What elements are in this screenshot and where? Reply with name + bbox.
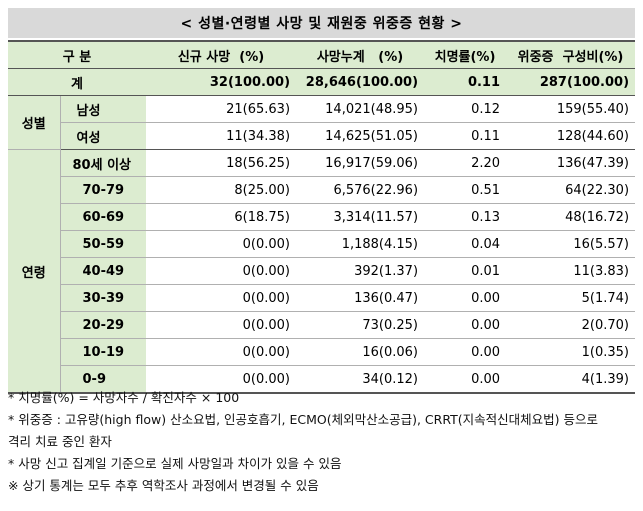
table-cell: 0.51 — [424, 176, 507, 204]
footnote: * 치명률(%) = 사망자수 / 확진자수 × 100 — [8, 390, 240, 405]
row-label: 80세 이상 — [60, 149, 147, 177]
table-cell: 73(0.25) — [296, 311, 425, 339]
table-cell: 136(0.47) — [296, 284, 425, 312]
table-title: < 성별·연령별 사망 및 재원중 위중증 현황 > — [8, 8, 635, 38]
table-cell: 34(0.12) — [296, 365, 425, 394]
table-cell: 64(22.30) — [506, 176, 636, 204]
table-cell: 4(1.39) — [506, 365, 636, 394]
table-cell: 0(0.00) — [146, 284, 297, 312]
row-label: 남성 — [60, 95, 147, 123]
header-cumulative-deaths: 사망누계 (%) — [296, 40, 425, 69]
table-cell: 0(0.00) — [146, 230, 297, 258]
age-group-label: 연령 — [8, 149, 61, 394]
gender-group-label: 성별 — [8, 95, 61, 150]
table-row: 20-29 0(0.00) 73(0.25) 0.00 2(0.70) — [8, 311, 636, 339]
table-row: 10-19 0(0.00) 16(0.06) 0.00 1(0.35) — [8, 338, 636, 366]
footnote: 격리 치료 중인 환자 — [8, 434, 112, 449]
table-cell: 0.12 — [424, 95, 507, 123]
table-row: 30-39 0(0.00) 136(0.47) 0.00 5(1.74) — [8, 284, 636, 312]
total-label: 계 — [8, 68, 147, 96]
table-cell: 0.01 — [424, 257, 507, 285]
row-label: 20-29 — [60, 311, 147, 339]
table-cell: 1(0.35) — [506, 338, 636, 366]
table-cell: 1,188(4.15) — [296, 230, 425, 258]
table-row: 연령 80세 이상 18(56.25) 16,917(59.06) 2.20 1… — [8, 149, 636, 394]
table-row: 여성 11(34.38) 14,625(51.05) 0.11 128(44.6… — [8, 122, 636, 150]
table-cell: 0(0.00) — [146, 365, 297, 394]
table-cell: 14,021(48.95) — [296, 95, 425, 123]
table-row: 70-79 8(25.00) 6,576(22.96) 0.51 64(22.3… — [8, 176, 636, 204]
table-cell: 28,646(100.00) — [296, 68, 425, 96]
table-cell: 0.00 — [424, 311, 507, 339]
header-fatality-rate: 치명률(%) — [424, 40, 507, 69]
row-label: 0-9 — [60, 365, 147, 394]
stats-table: 구 분 신규 사망 (%) 사망누계 (%) 치명률(%) 위중증 구성비(%)… — [8, 40, 636, 394]
table-cell: 0.13 — [424, 203, 507, 231]
table-cell: 32(100.00) — [146, 68, 297, 96]
table-row: 50-59 0(0.00) 1,188(4.15) 0.04 16(5.57) — [8, 230, 636, 258]
table-cell: 5(1.74) — [506, 284, 636, 312]
table-row: 60-69 6(18.75) 3,314(11.57) 0.13 48(16.7… — [8, 203, 636, 231]
table-cell: 2.20 — [424, 149, 507, 177]
table-cell: 0.00 — [424, 365, 507, 394]
table-cell: 0.11 — [424, 68, 507, 96]
table-row: 40-49 0(0.00) 392(1.37) 0.01 11(3.83) — [8, 257, 636, 285]
row-label: 30-39 — [60, 284, 147, 312]
table-cell: 136(47.39) — [506, 149, 636, 177]
row-label: 40-49 — [60, 257, 147, 285]
row-label: 여성 — [60, 122, 147, 150]
table-cell: 21(65.63) — [146, 95, 297, 123]
table-cell: 2(0.70) — [506, 311, 636, 339]
table-cell: 0.11 — [424, 122, 507, 150]
table-cell: 11(34.38) — [146, 122, 297, 150]
total-row: 계 32(100.00) 28,646(100.00) 0.11 287(100… — [8, 68, 636, 96]
table-cell: 0.00 — [424, 338, 507, 366]
footnote: * 사망 신고 집계일 기준으로 실제 사망일과 차이가 있을 수 있음 — [8, 456, 342, 471]
table-cell: 3,314(11.57) — [296, 203, 425, 231]
table-cell: 392(1.37) — [296, 257, 425, 285]
table-cell: 6,576(22.96) — [296, 176, 425, 204]
table-row: 0-9 0(0.00) 34(0.12) 0.00 4(1.39) — [8, 365, 636, 394]
table-cell: 11(3.83) — [506, 257, 636, 285]
table-cell: 128(44.60) — [506, 122, 636, 150]
table-cell: 16,917(59.06) — [296, 149, 425, 177]
table-cell: 16(0.06) — [296, 338, 425, 366]
table-cell: 287(100.00) — [506, 68, 636, 96]
row-label: 50-59 — [60, 230, 147, 258]
table-cell: 0.04 — [424, 230, 507, 258]
row-label: 70-79 — [60, 176, 147, 204]
table-cell: 16(5.57) — [506, 230, 636, 258]
table-cell: 0(0.00) — [146, 257, 297, 285]
row-label: 60-69 — [60, 203, 147, 231]
table-cell: 48(16.72) — [506, 203, 636, 231]
header-new-deaths: 신규 사망 (%) — [146, 40, 297, 69]
footnote: * 위중증 : 고유량(high flow) 산소요법, 인공호흡기, ECMO… — [8, 412, 598, 427]
header-critical-ratio: 위중증 구성비(%) — [506, 40, 636, 69]
table-cell: 8(25.00) — [146, 176, 297, 204]
table-cell: 0(0.00) — [146, 311, 297, 339]
table-row: 성별 남성 21(65.63) 14,021(48.95) 0.12 159(5… — [8, 95, 636, 150]
table-cell: 6(18.75) — [146, 203, 297, 231]
footnote: ※ 상기 통계는 모두 추후 역학조사 과정에서 변경될 수 있음 — [8, 478, 319, 493]
table-cell: 14,625(51.05) — [296, 122, 425, 150]
header-row: 구 분 신규 사망 (%) 사망누계 (%) 치명률(%) 위중증 구성비(%) — [8, 40, 636, 69]
footnotes: * 치명률(%) = 사망자수 / 확진자수 × 100 * 위중증 : 고유량… — [8, 387, 640, 497]
header-category: 구 분 — [8, 40, 147, 69]
table-cell: 18(56.25) — [146, 149, 297, 177]
table-cell: 159(55.40) — [506, 95, 636, 123]
table-cell: 0.00 — [424, 284, 507, 312]
table-cell: 0(0.00) — [146, 338, 297, 366]
row-label: 10-19 — [60, 338, 147, 366]
